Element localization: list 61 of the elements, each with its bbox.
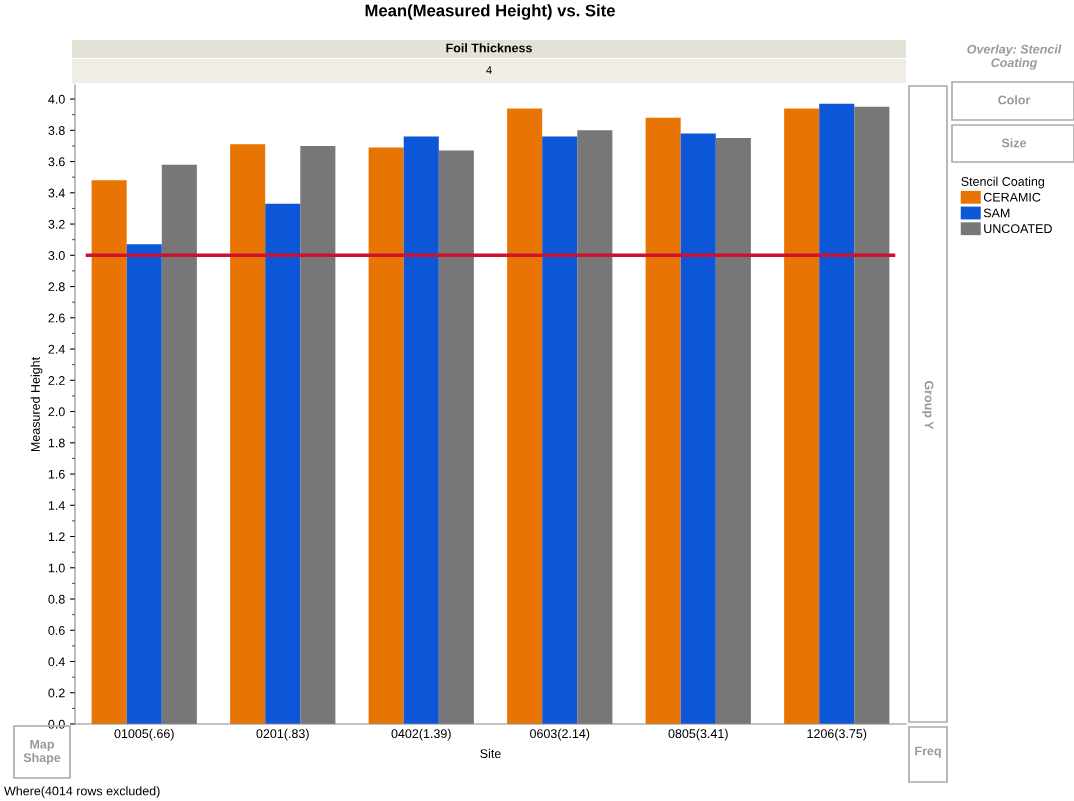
bar xyxy=(403,136,439,724)
y-tick-label: 1.6 xyxy=(48,469,65,479)
y-tick-label: 3.4 xyxy=(48,188,65,198)
x-tick-label: 1206(3.75) xyxy=(807,728,867,741)
y-tick-label: 1.0 xyxy=(48,563,65,573)
bar xyxy=(300,145,336,724)
bar xyxy=(854,106,890,724)
text: Color xyxy=(998,95,1031,105)
y-tick-label: 2.8 xyxy=(48,282,65,292)
y-tick-label: 1.2 xyxy=(48,532,65,542)
x-tick-label: 01005(.66) xyxy=(114,728,174,741)
x-axis-title: Site xyxy=(480,748,501,759)
text: Size xyxy=(1001,138,1027,148)
text: Group Y xyxy=(922,380,934,430)
bar xyxy=(784,108,820,724)
bar xyxy=(819,103,855,724)
y-tick-label: 0.2 xyxy=(48,688,65,698)
y-tick-label: 3.0 xyxy=(48,251,65,260)
x-tick-label: 0201(.83) xyxy=(256,728,309,741)
y-axis-title: Measured Height xyxy=(30,356,43,452)
bar xyxy=(438,150,474,724)
y-tick-label: 3.6 xyxy=(48,157,65,167)
legend-label: SAM xyxy=(983,208,1010,218)
x-tick-label: 0805(3.41) xyxy=(668,728,728,741)
bar xyxy=(91,180,127,724)
y-tick-label: 1.4 xyxy=(48,501,65,510)
chart-title: Mean(Measured Height) vs. Site xyxy=(365,4,615,20)
text: Freq xyxy=(915,746,941,758)
bar xyxy=(126,244,162,724)
y-tick-label: 2.0 xyxy=(48,407,65,417)
y-tick-label: 2.4 xyxy=(48,344,65,354)
legend-label: UNCOATED xyxy=(984,224,1052,234)
bar xyxy=(265,203,301,724)
y-tick-label: 0.6 xyxy=(48,626,65,635)
legend-label: CERAMIC xyxy=(983,192,1041,202)
y-tick-label: 4.0 xyxy=(48,94,65,104)
y-tick-label: 2.6 xyxy=(48,313,65,323)
y-tick-label: 3.2 xyxy=(48,219,65,229)
chart-subtitle: Foil Thickness xyxy=(446,43,532,53)
text: Overlay: Stencil Coating xyxy=(967,44,1062,70)
y-tick-label: 2.2 xyxy=(48,376,65,385)
x-tick-label: 0402(1.39) xyxy=(391,728,451,741)
y-tick-label: 0.4 xyxy=(48,657,65,667)
bar xyxy=(161,164,197,724)
bar xyxy=(542,136,578,724)
y-tick-label: 1.8 xyxy=(48,438,65,448)
bar xyxy=(507,108,543,724)
bar xyxy=(230,144,266,724)
bar xyxy=(368,147,404,724)
bar xyxy=(577,130,613,724)
y-tick-label: 0.0 xyxy=(48,719,65,729)
bar xyxy=(645,117,681,724)
text: Map Shape xyxy=(23,739,61,765)
x-tick-label: 0603(2.14) xyxy=(530,728,590,741)
bar xyxy=(715,138,751,724)
y-tick-label: 3.8 xyxy=(48,126,65,135)
text: Where(4014 rows excluded) xyxy=(4,786,160,798)
bar xyxy=(680,133,716,724)
text: 4 xyxy=(486,66,492,74)
legend-title: Stencil Coating xyxy=(961,176,1045,189)
y-tick-label: 0.8 xyxy=(48,594,65,604)
